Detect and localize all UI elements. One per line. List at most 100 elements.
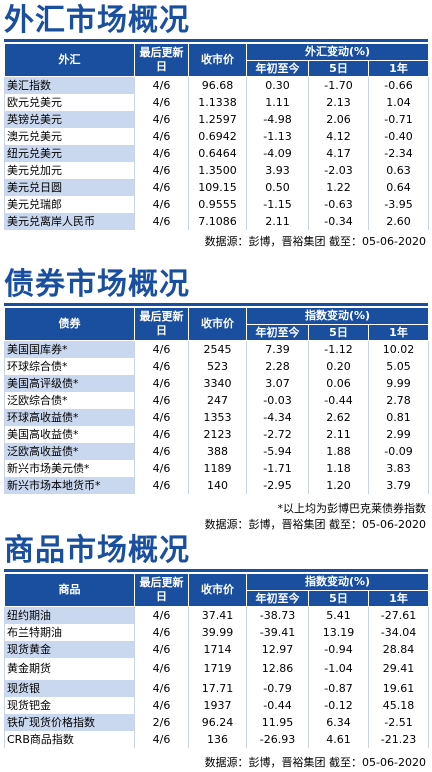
fx-header-1y: 1年	[368, 60, 429, 77]
table-row: 欧元兑美元 4/6 1.1338 1.11 2.13 1.04	[4, 94, 429, 111]
cell-date: 4/6	[134, 358, 189, 375]
cell-d5: 0.20	[308, 358, 369, 375]
cell-d5: 13.19	[308, 624, 369, 641]
cell-name: 现货银	[4, 680, 135, 697]
cell-y1: 5.05	[368, 358, 429, 375]
table-row: 美国高收益债* 4/6 2123 -2.72 2.11 2.99	[4, 426, 429, 443]
fx-table-body: 美汇指数 4/6 96.68 0.30 -1.70 -0.66 欧元兑美元 4/6 1.1338…	[4, 76, 429, 230]
cell-y1: 1.04	[368, 94, 429, 111]
cell-y1: -21.23	[368, 731, 429, 748]
table-row: 美元兑离岸人民币 4/6 7.1086 2.11 -0.34 2.60	[4, 213, 429, 230]
cell-y1: 0.81	[368, 409, 429, 426]
cell-y1: 2.99	[368, 426, 429, 443]
cell-d5: 1.22	[308, 179, 369, 196]
table-row: 布兰特期油 4/6 39.99 -39.41 13.19 -34.04	[4, 624, 429, 641]
cell-close: 523	[188, 358, 247, 375]
table-row: 美元兑瑞郎 4/6 0.9555 -1.15 -0.63 -3.95	[4, 196, 429, 213]
cell-ytd: 7.39	[246, 340, 309, 358]
cell-y1: -0.66	[368, 76, 429, 94]
bond-header-1y: 1年	[368, 324, 429, 341]
cell-y1: 28.84	[368, 641, 429, 658]
cell-d5: 2.13	[308, 94, 369, 111]
cell-d5: -1.04	[308, 658, 369, 680]
table-row: 现货银 4/6 17.71 -0.79 -0.87 19.61	[4, 680, 429, 697]
table-row: 现货钯金 4/6 1937 -0.44 -0.12 45.18	[4, 697, 429, 714]
cell-ytd: -26.93	[246, 731, 309, 748]
cell-close: 109.15	[188, 179, 247, 196]
cell-ytd: -38.73	[246, 606, 309, 624]
bond-table-body: 美国国库券* 4/6 2545 7.39 -1.12 10.02 环球综合债* 4/6 523 2…	[4, 340, 429, 494]
cell-d5: -0.63	[308, 196, 369, 213]
cell-date: 2/6	[134, 714, 189, 731]
fx-header-date: 最后更新日	[134, 43, 189, 77]
cell-close: 2545	[188, 340, 247, 358]
cell-close: 7.1086	[188, 213, 247, 230]
cell-close: 2123	[188, 426, 247, 443]
cell-y1: -34.04	[368, 624, 429, 641]
cell-name: 铁矿现货价格指数	[4, 714, 135, 731]
cell-date: 4/6	[134, 680, 189, 697]
cell-y1: 19.61	[368, 680, 429, 697]
cell-date: 4/6	[134, 179, 189, 196]
cell-close: 1.1338	[188, 94, 247, 111]
cell-close: 96.24	[188, 714, 247, 731]
cell-name: 纽约期油	[4, 606, 135, 624]
commodity-header-change-group: 指数变动(%)	[246, 573, 429, 591]
cell-close: 17.71	[188, 680, 247, 697]
cell-d5: -1.12	[308, 340, 369, 358]
commodity-title-underline	[4, 569, 428, 572]
cell-name: 欧元兑美元	[4, 94, 135, 111]
fx-header-close: 收市价	[188, 43, 247, 77]
cell-y1: 2.78	[368, 392, 429, 409]
cell-close: 247	[188, 392, 247, 409]
bond-header-name: 债券	[4, 307, 135, 341]
cell-date: 4/6	[134, 94, 189, 111]
cell-ytd: -1.13	[246, 128, 309, 145]
cell-d5: 2.62	[308, 409, 369, 426]
fx-header-5d: 5日	[308, 60, 369, 77]
cell-name: 布兰特期油	[4, 624, 135, 641]
fx-header-name: 外汇	[4, 43, 135, 77]
cell-y1: -0.71	[368, 111, 429, 128]
cell-ytd: -0.44	[246, 697, 309, 714]
cell-date: 4/6	[134, 658, 189, 680]
cell-close: 1189	[188, 460, 247, 477]
cell-d5: 4.61	[308, 731, 369, 748]
cell-y1: -2.51	[368, 714, 429, 731]
cell-ytd: 12.86	[246, 658, 309, 680]
cell-close: 1719	[188, 658, 247, 680]
table-row: 新兴市场美元债* 4/6 1189 -1.71 1.18 3.83	[4, 460, 429, 477]
table-row: 现货黄金 4/6 1714 12.97 -0.94 28.84	[4, 641, 429, 658]
cell-ytd: 1.11	[246, 94, 309, 111]
table-row: CRB商品指数 4/6 136 -26.93 4.61 -21.23	[4, 731, 429, 748]
cell-date: 4/6	[134, 145, 189, 162]
cell-d5: -2.03	[308, 162, 369, 179]
table-row: 泛欧高收益债* 4/6 388 -5.94 1.88 -0.09	[4, 443, 429, 460]
cell-close: 136	[188, 731, 247, 748]
cell-date: 4/6	[134, 460, 189, 477]
table-row: 新兴市场本地货币* 4/6 140 -2.95 1.20 3.79	[4, 477, 429, 494]
cell-ytd: 2.11	[246, 213, 309, 230]
cell-close: 1353	[188, 409, 247, 426]
bond-note: *以上均为彭博巴克莱债券指数	[277, 502, 427, 515]
cell-d5: 2.11	[308, 426, 369, 443]
cell-ytd: 12.97	[246, 641, 309, 658]
cell-date: 4/6	[134, 196, 189, 213]
cell-date: 4/6	[134, 426, 189, 443]
cell-y1: -3.95	[368, 196, 429, 213]
cell-close: 388	[188, 443, 247, 460]
cell-date: 4/6	[134, 641, 189, 658]
cell-ytd: 0.50	[246, 179, 309, 196]
cell-ytd: -39.41	[246, 624, 309, 641]
cell-date: 4/6	[134, 443, 189, 460]
cell-name: 环球高收益债*	[4, 409, 135, 426]
table-row: 美元兑加元 4/6 1.3500 3.93 -2.03 0.63	[4, 162, 429, 179]
cell-d5: 2.06	[308, 111, 369, 128]
cell-name: 美元兑日圆	[4, 179, 135, 196]
cell-ytd: -1.71	[246, 460, 309, 477]
cell-y1: 0.64	[368, 179, 429, 196]
cell-name: 黄金期货	[4, 658, 135, 680]
cell-close: 140	[188, 477, 247, 494]
cell-y1: -2.34	[368, 145, 429, 162]
commodity-title: 商品市场概况	[4, 533, 190, 568]
